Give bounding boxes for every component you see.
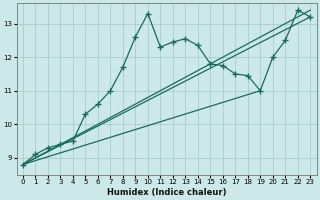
- X-axis label: Humidex (Indice chaleur): Humidex (Indice chaleur): [107, 188, 226, 197]
